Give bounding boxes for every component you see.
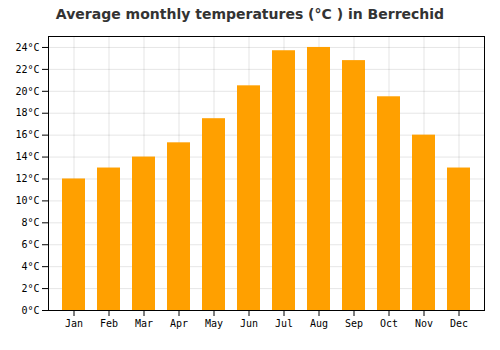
svg-text:Mar: Mar bbox=[135, 318, 153, 329]
svg-text:14°C: 14°C bbox=[15, 151, 39, 162]
svg-text:Feb: Feb bbox=[100, 318, 118, 329]
svg-text:10°C: 10°C bbox=[15, 195, 39, 206]
svg-text:Dec: Dec bbox=[450, 318, 468, 329]
svg-text:Jan: Jan bbox=[65, 318, 83, 329]
svg-text:Jul: Jul bbox=[275, 318, 293, 329]
svg-text:16°C: 16°C bbox=[15, 129, 39, 140]
svg-text:Jun: Jun bbox=[240, 318, 258, 329]
svg-text:Apr: Apr bbox=[170, 318, 188, 329]
svg-text:2°C: 2°C bbox=[21, 283, 39, 294]
svg-text:22°C: 22°C bbox=[15, 64, 39, 75]
svg-text:Oct: Oct bbox=[380, 318, 398, 329]
svg-text:8°C: 8°C bbox=[21, 217, 39, 228]
svg-text:18°C: 18°C bbox=[15, 107, 39, 118]
svg-text:24°C: 24°C bbox=[15, 42, 39, 53]
svg-text:12°C: 12°C bbox=[15, 173, 39, 184]
svg-text:4°C: 4°C bbox=[21, 261, 39, 272]
svg-text:0°C: 0°C bbox=[21, 305, 39, 316]
svg-text:Aug: Aug bbox=[310, 318, 328, 329]
svg-text:May: May bbox=[205, 318, 223, 329]
svg-text:Sep: Sep bbox=[345, 318, 363, 329]
svg-text:20°C: 20°C bbox=[15, 86, 39, 97]
svg-text:Nov: Nov bbox=[415, 318, 433, 329]
svg-text:6°C: 6°C bbox=[21, 239, 39, 250]
html-text:Average monthly temperatures (: Average monthly temperatures (°C ) in Be… bbox=[55, 6, 445, 22]
